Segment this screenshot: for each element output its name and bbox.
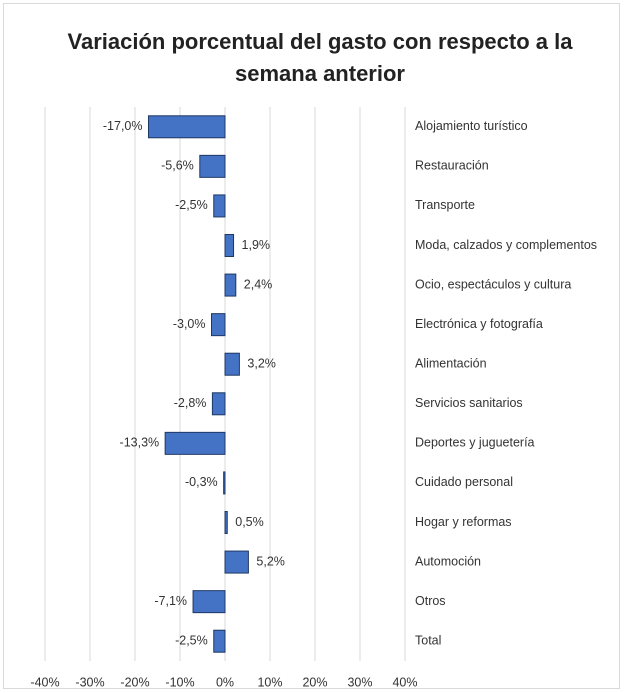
value-label: 1,9% <box>242 238 270 252</box>
bar <box>211 392 226 416</box>
x-tick-label: -40% <box>30 675 59 689</box>
bar <box>224 550 249 574</box>
value-label: -13,3% <box>120 436 160 450</box>
bar <box>224 234 235 257</box>
value-label: -17,0% <box>103 119 143 133</box>
chart-frame <box>3 3 620 689</box>
bar <box>213 629 226 653</box>
x-tick-label: 0% <box>216 675 234 689</box>
x-tick-label: -20% <box>120 675 149 689</box>
bar <box>213 194 226 218</box>
x-tick-label: 10% <box>257 675 282 689</box>
value-label: 2,4% <box>244 277 272 291</box>
category-label: Deportes y juguetería <box>415 436 535 450</box>
chart-title: Variación porcentual del gasto con respe… <box>67 29 573 86</box>
value-label: -2,5% <box>175 198 208 212</box>
category-label: Electrónica y fotografía <box>415 317 543 331</box>
x-tick-label: 40% <box>392 675 417 689</box>
bar <box>223 471 226 495</box>
category-label: Ocio, espectáculos y cultura <box>415 277 571 291</box>
value-label: -5,6% <box>161 159 194 173</box>
category-label: Otros <box>415 594 446 608</box>
bar <box>199 154 226 178</box>
x-tick-label: 30% <box>347 675 372 689</box>
category-label: Alimentación <box>415 357 487 371</box>
value-label: -2,8% <box>174 396 207 410</box>
bar <box>192 590 226 614</box>
category-label: Hogar y reformas <box>415 515 512 529</box>
bar <box>148 115 226 139</box>
category-label: Transporte <box>415 198 475 212</box>
category-label: Moda, calzados y complementos <box>415 238 597 252</box>
bar <box>224 352 240 376</box>
value-label: -3,0% <box>173 317 206 331</box>
bar <box>211 313 226 337</box>
x-tick-label: -30% <box>75 675 104 689</box>
value-label: 3,2% <box>247 357 276 371</box>
bar <box>224 273 237 297</box>
value-label: -2,5% <box>175 634 208 648</box>
value-label: 5,2% <box>256 554 285 568</box>
x-tick-label: 20% <box>302 675 327 689</box>
category-label: Total <box>415 634 441 648</box>
value-label: 0,5% <box>235 515 264 529</box>
value-label: -7,1% <box>154 594 187 608</box>
bar <box>224 511 228 534</box>
category-label: Servicios sanitarios <box>415 396 523 410</box>
value-label: -0,3% <box>185 475 218 489</box>
category-label: Restauración <box>415 159 489 173</box>
x-tick-label: -10% <box>165 675 194 689</box>
category-label: Automoción <box>415 554 481 568</box>
category-label: Alojamiento turístico <box>415 119 528 133</box>
bar <box>164 431 226 455</box>
category-label: Cuidado personal <box>415 475 513 489</box>
